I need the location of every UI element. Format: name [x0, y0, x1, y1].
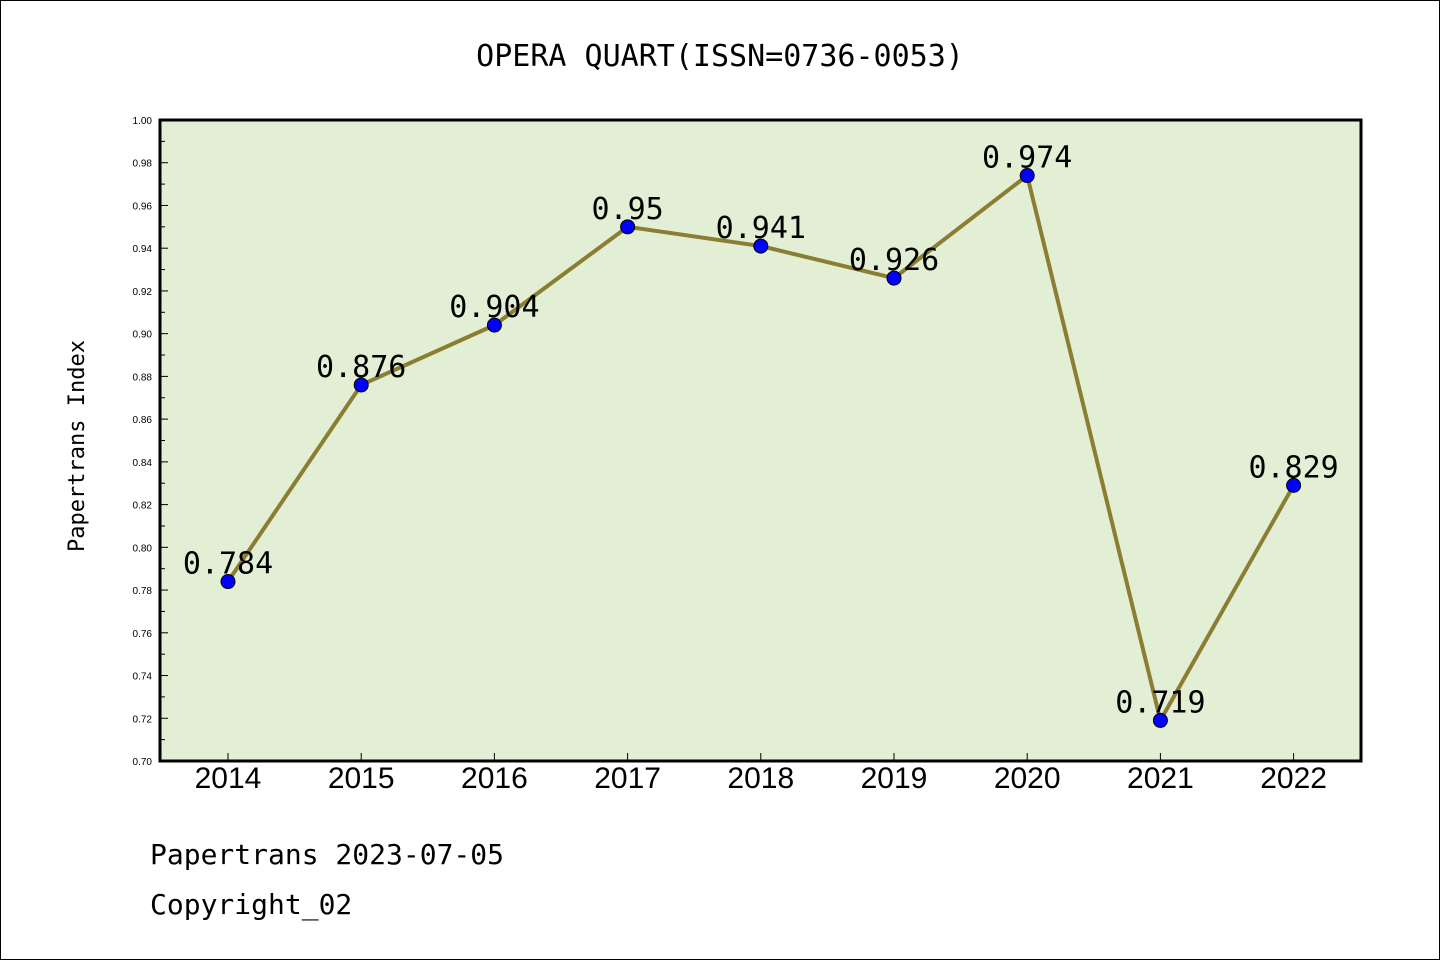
data-point: [1286, 477, 1302, 493]
data-label: 0.926: [849, 243, 939, 278]
y-tick-label: 0.70: [133, 757, 153, 768]
data-label: 0.904: [449, 290, 539, 325]
x-tick-label: 2022: [1260, 762, 1327, 795]
data-point: [753, 238, 769, 254]
y-tick-label: 0.96: [133, 201, 153, 212]
y-tick-label: 0.84: [133, 458, 153, 469]
x-tick-label: 2014: [195, 762, 262, 795]
x-tick-label: 2015: [328, 762, 395, 795]
plot-area: [158, 118, 1363, 763]
y-tick-label: 0.82: [133, 501, 153, 512]
y-tick-label: 0.88: [133, 372, 153, 383]
y-tick-label: 0.86: [133, 415, 153, 426]
data-point: [886, 270, 902, 286]
y-tick-label: 0.94: [133, 244, 153, 255]
x-tick-label: 2017: [594, 762, 661, 795]
y-tick-label: 1.00: [133, 116, 153, 127]
data-label: 0.974: [982, 141, 1072, 176]
y-tick-label: 0.90: [133, 330, 153, 341]
data-point: [353, 377, 369, 393]
y-tick-label: 0.98: [133, 159, 153, 170]
y-tick-label: 0.76: [133, 629, 153, 640]
data-label: 0.95: [591, 192, 663, 227]
x-tick-label: 2021: [1127, 762, 1194, 795]
y-tick-label: 0.78: [133, 586, 153, 597]
data-point: [1152, 712, 1168, 728]
x-tick-label: 2018: [727, 762, 794, 795]
chart-title: OPERA QUART(ISSN=0736-0053): [476, 39, 964, 74]
data-label: 0.829: [1248, 450, 1338, 485]
data-point: [620, 219, 636, 235]
data-label: 0.941: [716, 211, 806, 246]
y-tick-label: 0.80: [133, 543, 153, 554]
y-tick-label: 0.74: [133, 672, 153, 683]
x-axis: 2014 2015 2016 2017 2018 2019 2020 2021 2022: [195, 753, 1327, 795]
series-group: 0.784 0.876 0.904 0.95 0.941 0.926 0.974 0.719 0…: [183, 141, 1339, 728]
y-axis: 0.70 0.72 0.74 0.76 0.78 0.80 0.82 0.84 0.86 0.88…: [133, 116, 168, 768]
data-point: [220, 574, 236, 590]
y-tick-label: 0.72: [133, 714, 153, 725]
data-point: [1019, 168, 1035, 184]
y-axis-label: Papertrans Index: [65, 340, 90, 552]
y-tick-label: 0.92: [133, 287, 153, 298]
x-tick-label: 2019: [861, 762, 928, 795]
data-label: 0.719: [1115, 685, 1205, 720]
data-label: 0.784: [183, 547, 273, 582]
footer-date: Papertrans 2023-07-05: [150, 838, 504, 871]
x-tick-label: 2020: [994, 762, 1061, 795]
data-point: [486, 317, 502, 333]
footer-copyright: Copyright_02: [150, 888, 352, 922]
data-label: 0.876: [316, 350, 406, 385]
x-tick-label: 2016: [461, 762, 528, 795]
